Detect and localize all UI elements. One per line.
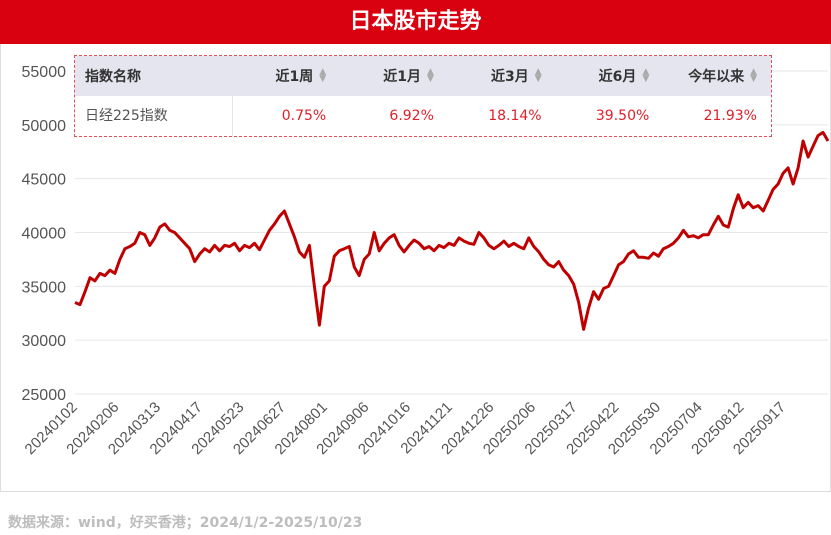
y-tick-label: 45000 (22, 172, 67, 189)
y-tick-label: 40000 (22, 226, 67, 243)
performance-table: 指数名称 近1周 ▲ ▼ 近1月 ▲ ▼ 近3月 ▲ ▼ 近6月 ▲ ▼ 今年以来 ▲ ▼ 日经22… (74, 55, 772, 137)
index-name: 日经225指数 (75, 96, 233, 136)
header-ytd[interactable]: 今年以来 ▲ ▼ (688, 67, 758, 86)
header-6m[interactable]: 近6月 ▲ ▼ (598, 67, 650, 86)
y-tick-label: 50000 (22, 118, 67, 135)
table-row: 日经225指数 0.75% 6.92% 18.14% 39.50% 21.93% (75, 96, 771, 136)
value-3m: 18.14% (488, 108, 542, 124)
source-note: 数据来源：wind，好买香港；2024/1/2-2025/10/23 (8, 515, 363, 531)
header-name: 指数名称 (85, 69, 141, 85)
table-header: 指数名称 近1周 ▲ ▼ 近1月 ▲ ▼ 近3月 ▲ ▼ 近6月 ▲ ▼ 今年以来 ▲ ▼ (75, 56, 771, 96)
y-tick-label: 30000 (22, 333, 67, 350)
sort-icon[interactable]: ▲ ▼ (642, 67, 650, 84)
value-ytd: 21.93% (703, 108, 757, 124)
sort-icon[interactable]: ▲ ▼ (319, 67, 327, 84)
sort-icon[interactable]: ▲ ▼ (427, 67, 434, 84)
sort-icon[interactable]: ▲ ▼ (750, 67, 758, 84)
header-1m[interactable]: 近1月 ▲ ▼ (383, 67, 434, 86)
series-line (74, 130, 830, 331)
y-tick-label: 25000 (22, 387, 67, 404)
header-3m[interactable]: 近3月 ▲ ▼ (490, 67, 542, 86)
value-6m: 39.50% (595, 108, 650, 124)
sort-icon[interactable]: ▲ ▼ (534, 67, 542, 84)
chart-title: 日本股市走势 (0, 0, 831, 44)
value-1m: 6.92% (389, 108, 434, 124)
y-tick-label: 55000 (22, 64, 67, 81)
line-chart: 2500030000350004000045000500005500020240… (22, 64, 830, 458)
header-1w[interactable]: 近1周 ▲ ▼ (275, 67, 327, 86)
y-tick-label: 35000 (22, 279, 67, 296)
value-1w: 0.75% (281, 108, 327, 124)
